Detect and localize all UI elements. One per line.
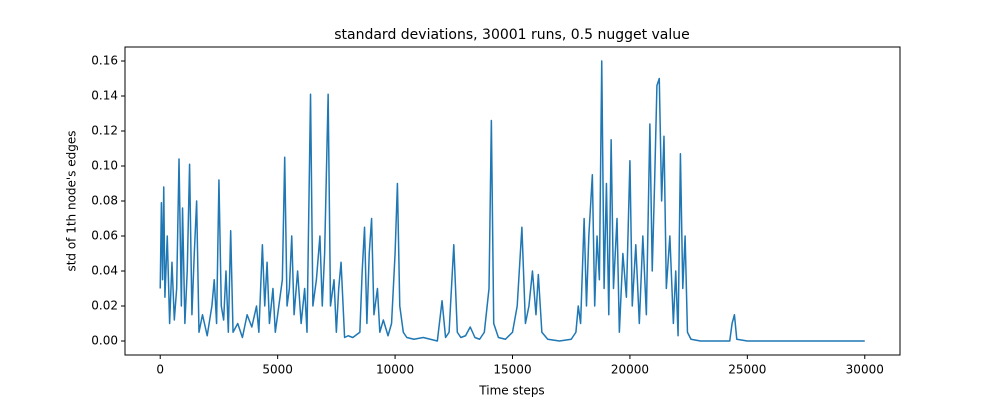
x-tick-label: 10000 <box>376 363 414 377</box>
x-axis-label: Time steps <box>478 384 544 398</box>
y-tick-label: 0.02 <box>91 299 118 313</box>
y-tick-label: 0.00 <box>91 334 118 348</box>
x-tick-label: 25000 <box>728 363 766 377</box>
y-tick-label: 0.14 <box>91 89 118 103</box>
x-tick-label: 15000 <box>493 363 531 377</box>
y-tick-label: 0.06 <box>91 229 118 243</box>
y-tick-label: 0.12 <box>91 124 118 138</box>
x-tick-label: 20000 <box>611 363 649 377</box>
y-tick-label: 0.10 <box>91 159 118 173</box>
y-tick-label: 0.08 <box>91 194 118 208</box>
x-tick-label: 5000 <box>262 363 293 377</box>
y-tick-label: 0.16 <box>91 54 118 68</box>
y-axis-label: std of 1th node's edges <box>65 130 79 271</box>
y-tick-label: 0.04 <box>91 264 118 278</box>
plot-frame <box>124 46 901 356</box>
chart-title: standard deviations, 30001 runs, 0.5 nug… <box>334 27 690 43</box>
x-tick-label: 0 <box>156 363 164 377</box>
data-line <box>159 60 865 342</box>
x-tick-label: 30000 <box>846 363 884 377</box>
